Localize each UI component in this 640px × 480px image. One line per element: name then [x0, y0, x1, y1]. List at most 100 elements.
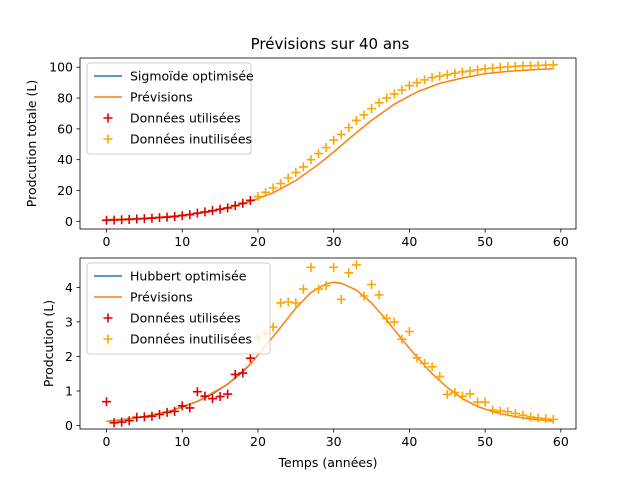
x-tick-label: 50 — [477, 234, 493, 249]
data-point — [344, 268, 354, 278]
data-point — [321, 281, 331, 291]
data-point — [261, 187, 271, 197]
data-point — [253, 191, 263, 201]
y-tick-label: 4 — [65, 280, 73, 295]
legend-label: Données utilisées — [130, 311, 241, 326]
data-point — [139, 214, 149, 224]
legend-marker-swatch — [103, 313, 113, 323]
data-point — [526, 61, 536, 71]
data-point — [473, 397, 483, 407]
data-point — [155, 409, 165, 419]
data-point — [510, 61, 520, 71]
data-point — [283, 297, 293, 307]
data-point — [162, 212, 172, 222]
x-tick-label: 10 — [174, 234, 190, 249]
x-tick-label: 30 — [326, 434, 342, 449]
legend-label: Prévisions — [130, 90, 193, 105]
data-point — [351, 115, 361, 125]
data-point — [276, 298, 286, 308]
x-tick-label: 0 — [103, 434, 111, 449]
data-point — [389, 89, 399, 99]
series-markers-3 — [102, 195, 255, 225]
data-point — [177, 211, 187, 221]
data-point — [102, 397, 112, 407]
data-point — [450, 68, 460, 78]
data-point — [473, 65, 483, 75]
data-point — [215, 392, 225, 402]
x-tick-label: 40 — [401, 434, 417, 449]
x-tick-label: 0 — [103, 234, 111, 249]
subplot-1: 0 10 20 30 40 50 60 0 20 40 60 80 100 Prodcution tota… — [24, 57, 577, 249]
data-point — [480, 397, 490, 407]
x-tick-label: 20 — [250, 234, 266, 249]
data-point — [185, 403, 195, 413]
data-point — [533, 413, 543, 423]
data-point — [192, 387, 202, 397]
data-point — [124, 416, 134, 426]
data-point — [155, 213, 165, 223]
x-tick-label: 50 — [477, 434, 493, 449]
data-point — [420, 358, 430, 368]
data-point — [374, 290, 384, 300]
data-point — [435, 371, 445, 381]
legend-label: Sigmoïde optimisée — [130, 69, 254, 84]
data-point — [223, 389, 233, 399]
legend-marker-swatch — [103, 134, 113, 144]
axes-frame — [79, 257, 577, 430]
data-point — [336, 294, 346, 304]
data-point — [223, 203, 233, 213]
data-point — [548, 414, 558, 424]
legend-box — [86, 62, 252, 155]
legend-label: Données inutilisées — [130, 332, 252, 347]
data-point — [465, 389, 475, 399]
y-tick-label: 60 — [57, 121, 73, 136]
data-point — [162, 407, 172, 417]
subplot-2: 0 10 20 30 40 50 60 0 1 2 3 4 Prodcution (L) Temps (a… — [41, 257, 577, 470]
data-point — [404, 81, 414, 91]
legend-label: Données inutilisées — [130, 132, 252, 147]
data-point — [495, 62, 505, 72]
data-point — [306, 262, 316, 272]
data-point — [480, 64, 490, 74]
data-point — [442, 70, 452, 80]
data-point — [109, 215, 119, 225]
legend-box — [86, 262, 271, 355]
plot-data — [102, 60, 558, 225]
data-point — [238, 198, 248, 208]
data-point — [397, 334, 407, 344]
legend-label: Hubbert optimisée — [130, 269, 247, 284]
data-point — [442, 389, 452, 399]
data-point — [503, 62, 513, 72]
data-point — [283, 173, 293, 183]
data-point — [208, 206, 218, 216]
y-tick-label: 0 — [65, 418, 73, 433]
data-point — [450, 388, 460, 398]
data-point — [435, 71, 445, 81]
x-tick-label: 40 — [401, 234, 417, 249]
y-tick-label: 0 — [65, 214, 73, 229]
legend: Sigmoïde optimisée Prévisions Données util… — [86, 62, 254, 155]
axes-frame — [79, 57, 577, 230]
data-point — [200, 391, 210, 401]
series-markers-3 — [102, 353, 255, 428]
data-point — [533, 60, 543, 70]
data-point — [298, 284, 308, 294]
data-point — [170, 406, 180, 416]
y-tick-label: 2 — [65, 349, 73, 364]
data-point — [541, 60, 551, 70]
data-point — [276, 179, 286, 189]
data-point — [132, 412, 142, 422]
data-point — [457, 391, 467, 401]
x-tick-label: 60 — [553, 234, 569, 249]
data-point — [495, 406, 505, 416]
data-point — [245, 353, 255, 363]
y-tick-label: 100 — [49, 60, 73, 75]
data-point — [541, 414, 551, 424]
data-point — [215, 204, 225, 214]
data-point — [367, 104, 377, 114]
legend: Hubbert optimisée Prévisions Données utili… — [86, 262, 271, 355]
data-point — [102, 215, 112, 225]
data-point — [185, 210, 195, 220]
data-point — [170, 212, 180, 222]
data-point — [389, 317, 399, 327]
